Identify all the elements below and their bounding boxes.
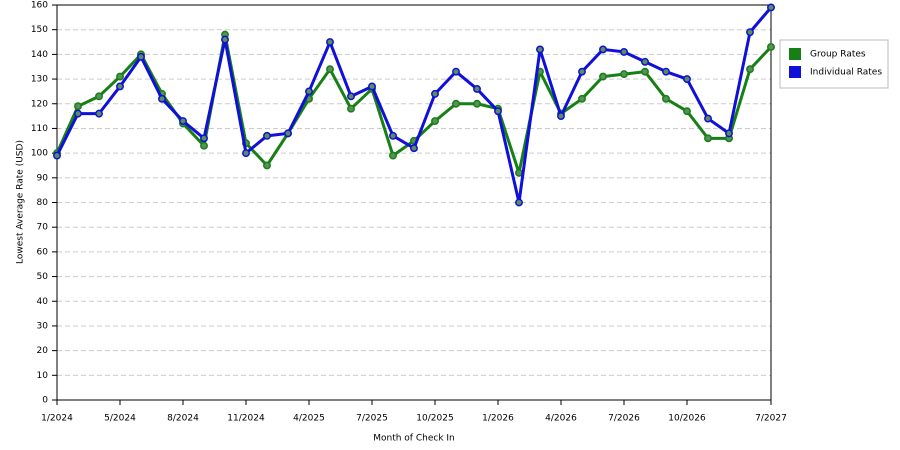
point bbox=[158, 94, 166, 103]
point bbox=[242, 149, 250, 158]
point bbox=[494, 107, 502, 116]
point bbox=[746, 28, 754, 37]
point bbox=[536, 45, 544, 54]
x-tick-label: 5/2024 bbox=[104, 414, 136, 424]
y-tick-label: 150 bbox=[31, 25, 48, 35]
point bbox=[746, 65, 754, 74]
point bbox=[599, 45, 607, 54]
legend-label: Group Rates bbox=[810, 50, 866, 60]
y-tick-label: 50 bbox=[37, 272, 49, 282]
y-tick-label: 160 bbox=[31, 1, 48, 11]
point bbox=[725, 129, 733, 138]
legend-label: Individual Rates bbox=[810, 68, 882, 78]
y-tick-label: 0 bbox=[42, 396, 48, 406]
point bbox=[95, 109, 103, 118]
y-tick-label: 60 bbox=[37, 247, 49, 257]
y-tick-label: 100 bbox=[31, 149, 48, 159]
point bbox=[620, 47, 628, 56]
point bbox=[263, 161, 271, 170]
point bbox=[641, 67, 649, 76]
point bbox=[116, 72, 124, 81]
y-tick-label: 120 bbox=[31, 99, 48, 109]
y-tick-label: 110 bbox=[31, 124, 48, 134]
point bbox=[578, 67, 586, 76]
point bbox=[95, 92, 103, 101]
legend-box bbox=[779, 39, 889, 89]
point bbox=[389, 151, 397, 160]
point bbox=[326, 65, 334, 74]
y-tick-label: 10 bbox=[37, 371, 49, 381]
point bbox=[410, 144, 418, 153]
y-tick-label: 30 bbox=[37, 321, 49, 331]
point bbox=[515, 198, 523, 207]
x-tick-label: 7/2026 bbox=[608, 414, 640, 424]
x-tick-label: 4/2026 bbox=[545, 414, 577, 424]
plot-frame bbox=[56, 4, 772, 401]
x-tick-label: 1/2026 bbox=[482, 414, 514, 424]
y-tick-label: 80 bbox=[37, 198, 49, 208]
point bbox=[347, 104, 355, 113]
point bbox=[431, 89, 439, 98]
point bbox=[683, 107, 691, 116]
y-axis-label: Lowest Average Rate (USD) bbox=[16, 140, 26, 264]
point bbox=[473, 84, 481, 93]
point bbox=[452, 99, 460, 108]
point bbox=[326, 38, 334, 46]
point bbox=[767, 3, 775, 12]
point bbox=[200, 134, 208, 143]
y-tick-label: 70 bbox=[37, 223, 49, 233]
legend-swatch bbox=[789, 48, 801, 60]
legend-swatch bbox=[789, 66, 801, 78]
x-tick-label: 7/2025 bbox=[356, 414, 388, 424]
y-tick-label: 20 bbox=[37, 346, 49, 356]
point bbox=[137, 52, 145, 61]
x-tick-label: 10/2026 bbox=[668, 414, 706, 424]
point bbox=[305, 87, 313, 96]
y-tick-label: 130 bbox=[31, 75, 48, 85]
y-tick-label: 140 bbox=[31, 50, 48, 60]
y-tick-label: 90 bbox=[37, 173, 49, 183]
point bbox=[221, 35, 229, 44]
x-tick-label: 11/2024 bbox=[227, 414, 265, 424]
x-axis-label: Month of Check In bbox=[373, 434, 455, 444]
x-tick-label: 8/2024 bbox=[167, 414, 199, 424]
point bbox=[53, 151, 61, 160]
point bbox=[179, 117, 187, 125]
x-tick-label: 10/2025 bbox=[416, 414, 453, 424]
point bbox=[578, 94, 586, 103]
point bbox=[389, 131, 397, 140]
point bbox=[662, 67, 670, 76]
point bbox=[473, 99, 481, 108]
x-tick-label: 4/2025 bbox=[293, 414, 325, 424]
point bbox=[704, 134, 712, 143]
x-tick-label: 7/2027 bbox=[755, 414, 787, 424]
point bbox=[704, 114, 712, 123]
y-tick-label: 40 bbox=[37, 297, 49, 307]
point bbox=[620, 70, 628, 79]
point bbox=[452, 67, 460, 76]
point bbox=[74, 109, 82, 118]
point bbox=[641, 57, 649, 66]
x-tick-label: 1/2024 bbox=[41, 414, 73, 424]
point bbox=[284, 129, 292, 138]
point bbox=[116, 82, 124, 91]
point bbox=[263, 131, 271, 140]
point bbox=[557, 112, 565, 121]
point bbox=[347, 92, 355, 101]
point bbox=[683, 75, 691, 84]
series-line bbox=[55, 6, 773, 204]
point bbox=[767, 43, 775, 51]
point bbox=[599, 72, 607, 81]
point bbox=[368, 82, 376, 91]
point bbox=[74, 102, 82, 111]
point bbox=[200, 141, 208, 150]
point bbox=[431, 117, 439, 125]
point bbox=[662, 94, 670, 103]
point bbox=[515, 168, 523, 177]
